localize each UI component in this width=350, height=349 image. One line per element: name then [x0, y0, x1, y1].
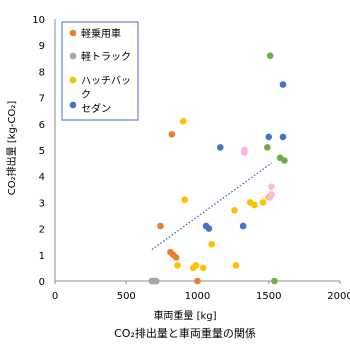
data-point-series-2	[180, 118, 187, 125]
x-tick-label: 500	[117, 291, 136, 302]
y-tick-label: 5	[39, 146, 45, 157]
data-point-series-0	[194, 278, 201, 285]
data-point-series-3	[280, 81, 287, 88]
legend-marker-2	[70, 77, 77, 84]
data-point-series-5	[241, 149, 248, 156]
y-tick-label: 9	[39, 41, 45, 52]
y-tick-label: 1	[39, 251, 45, 262]
data-point-series-4	[264, 144, 271, 151]
x-tick-label: 2000	[327, 291, 350, 302]
data-point-series-4	[271, 278, 278, 285]
y-tick-label: 7	[39, 94, 45, 105]
data-point-series-5	[268, 191, 275, 198]
legend-label-0: 軽乗用車	[81, 27, 121, 40]
data-point-series-3	[265, 134, 272, 141]
y-tick-label: 10	[32, 15, 45, 26]
data-point-series-0	[157, 223, 164, 230]
data-point-series-0	[173, 254, 180, 261]
legend-marker-3	[70, 102, 77, 109]
y-tick-label: 8	[39, 67, 45, 78]
y-tick-label: 2	[39, 225, 45, 236]
data-point-series-4	[267, 52, 274, 59]
data-point-series-1	[153, 278, 160, 285]
data-point-series-3	[240, 223, 247, 230]
data-point-series-5	[268, 183, 275, 190]
data-point-series-2	[174, 262, 181, 269]
data-point-series-0	[169, 131, 176, 138]
x-axis-label: 車両重量 [kg]	[153, 309, 216, 322]
data-point-series-2	[200, 265, 207, 272]
data-point-series-2	[233, 262, 240, 269]
x-tick-label: 1500	[256, 291, 281, 302]
x-tick-label: 1000	[185, 291, 210, 302]
data-point-series-3	[206, 225, 213, 232]
data-point-series-3	[217, 144, 224, 151]
data-point-series-2	[208, 241, 215, 248]
chart-title: CO₂排出量と車両重量の関係	[114, 326, 256, 340]
data-point-series-2	[193, 262, 200, 269]
y-tick-label: 4	[39, 172, 45, 183]
y-tick-label: 0	[39, 277, 45, 288]
y-tick-label: 6	[39, 120, 45, 131]
data-point-series-4	[281, 157, 288, 164]
data-point-series-2	[181, 196, 188, 203]
data-point-series-2	[260, 199, 267, 206]
legend-label-1: 軽トラック	[81, 51, 131, 63]
y-tick-label: 3	[39, 198, 45, 209]
legend-label-3: セダン	[81, 102, 111, 115]
legend-marker-1	[70, 53, 77, 60]
data-point-series-3	[280, 134, 287, 141]
data-point-series-2	[251, 202, 258, 209]
data-point-series-2	[231, 207, 238, 214]
y-axis-label: CO₂排出量 [kg-CO₂]	[5, 101, 18, 196]
x-tick-label: 0	[52, 291, 58, 302]
legend-marker-0	[70, 30, 77, 37]
